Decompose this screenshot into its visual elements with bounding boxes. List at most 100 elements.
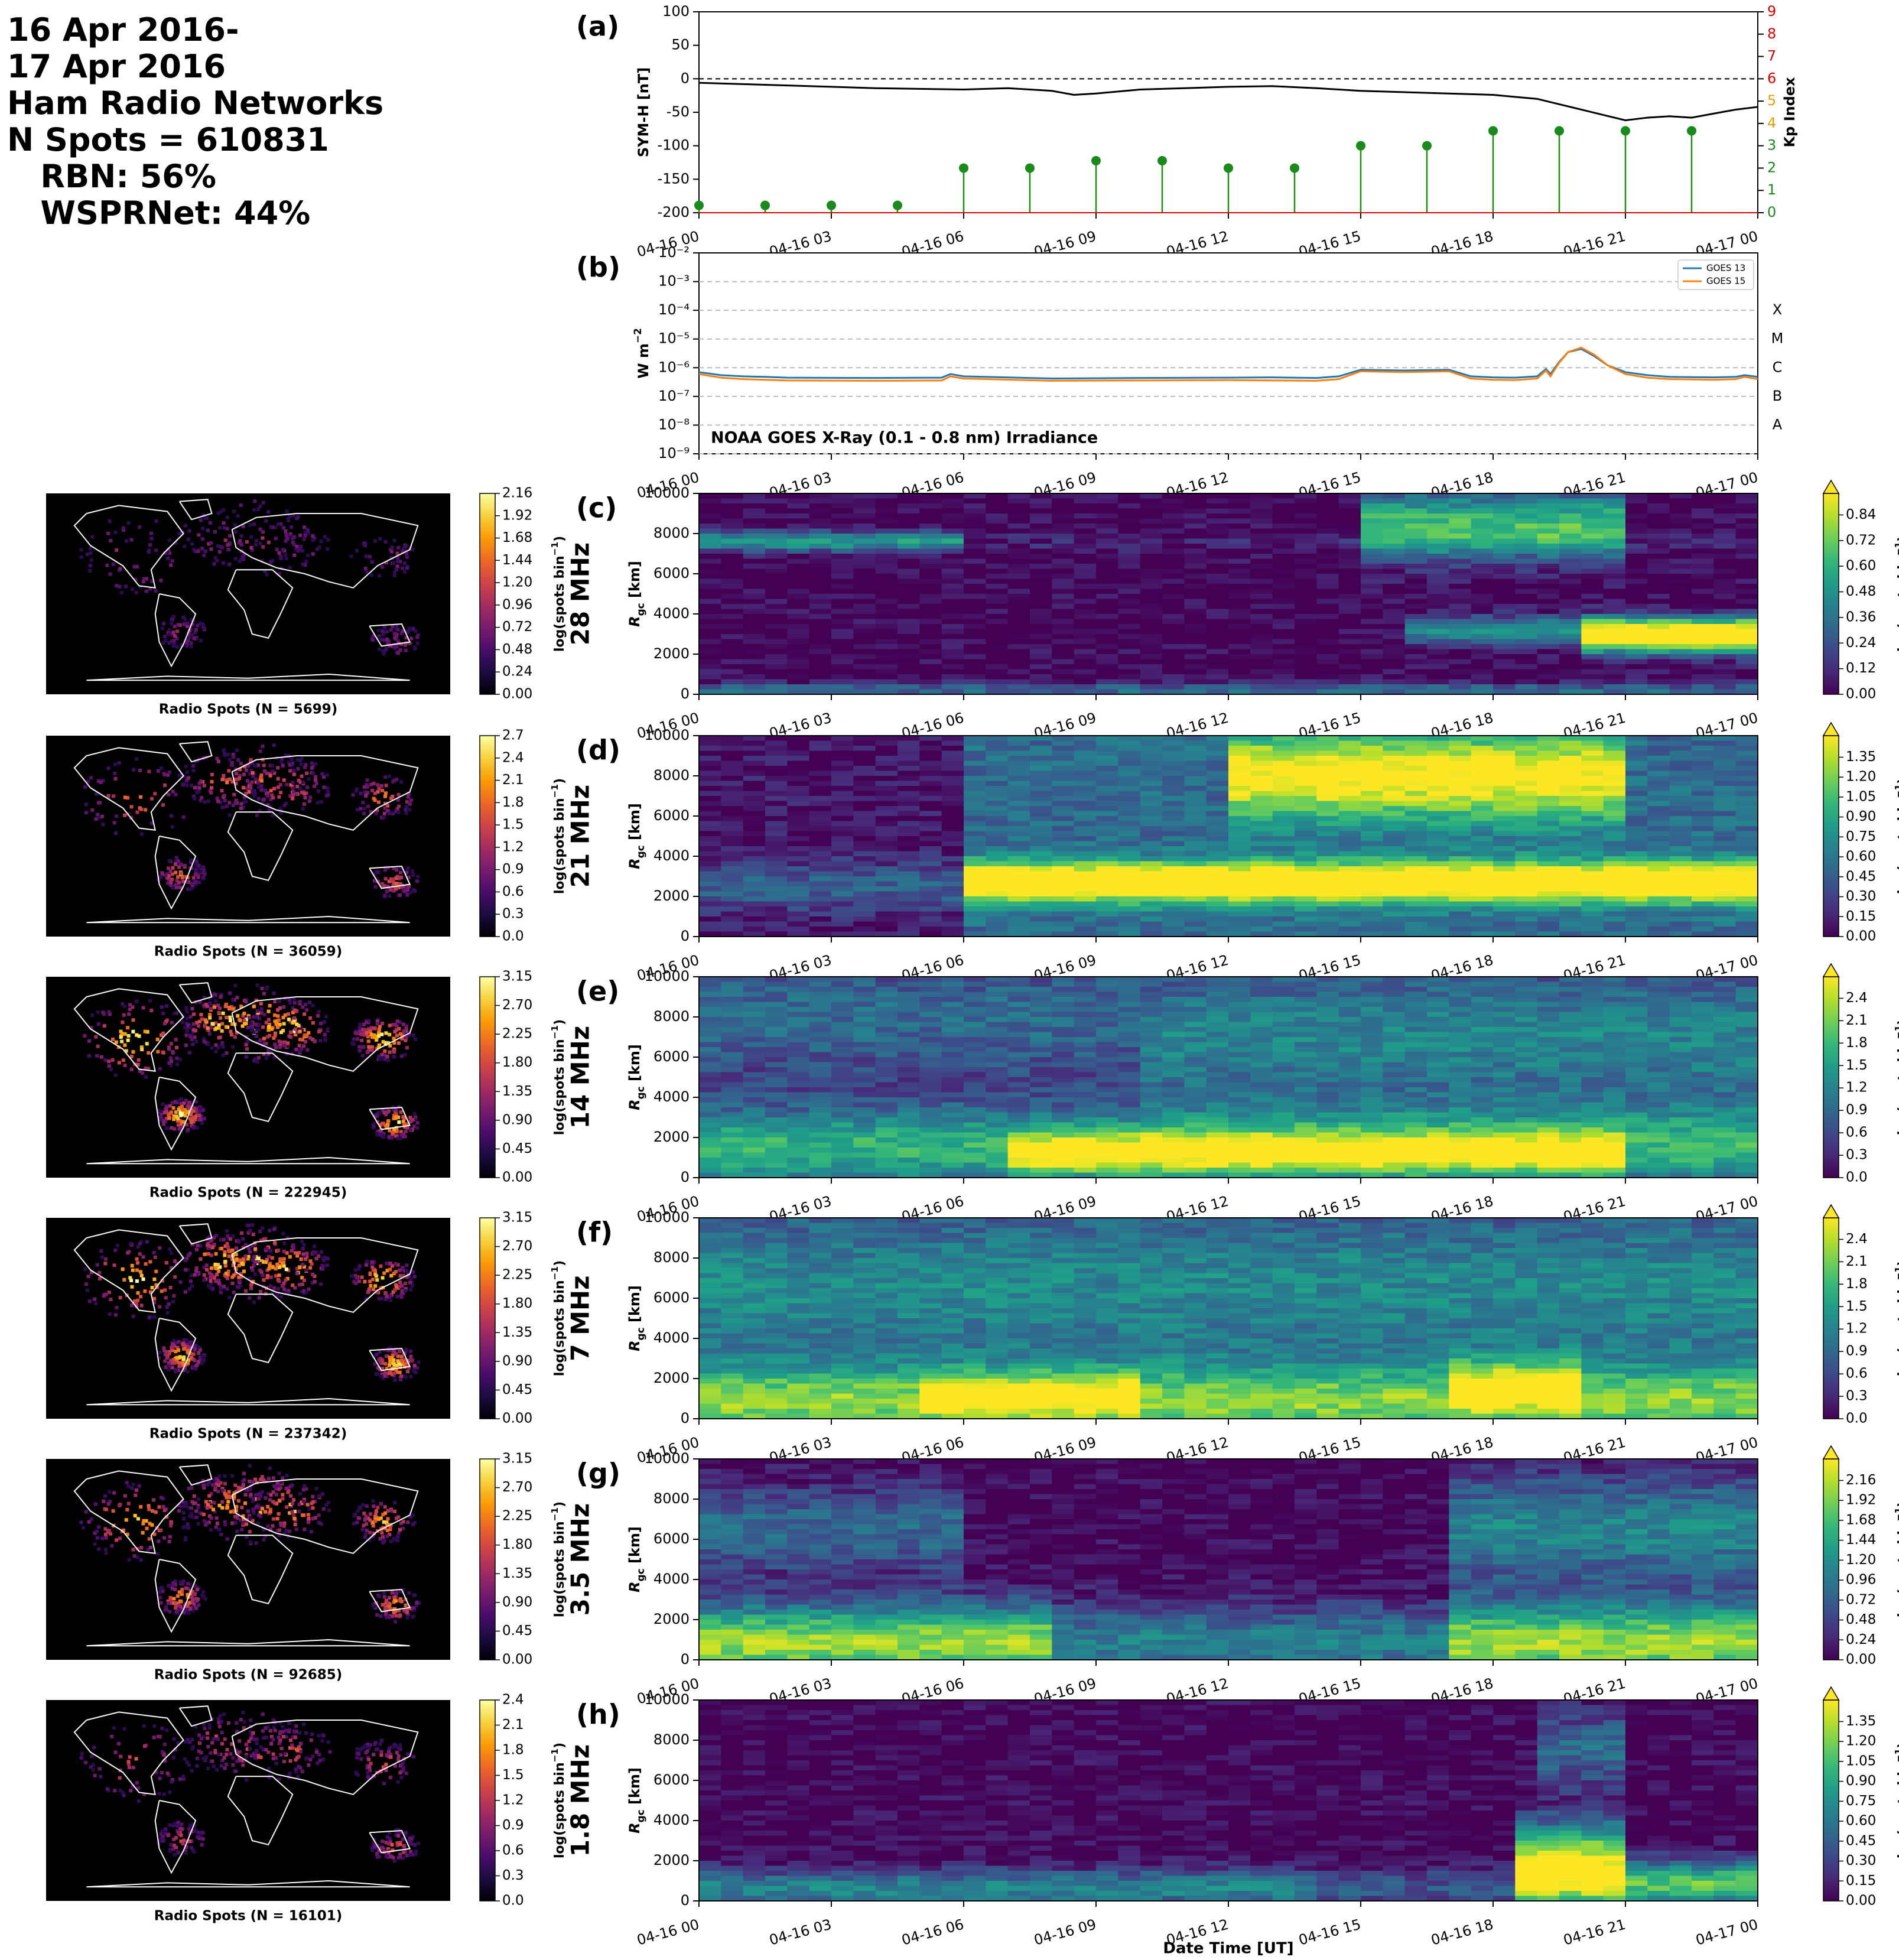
rti-cell (809, 756, 832, 762)
rti-cell (986, 548, 1009, 554)
rti-cell (1383, 826, 1406, 832)
rti-cell (1162, 896, 1185, 902)
rti-cell (1603, 503, 1626, 509)
rti-cell (1361, 584, 1383, 590)
rti-cell (1228, 881, 1251, 887)
rti-cell (1625, 498, 1648, 504)
rti-cell (941, 578, 964, 584)
rti-cell (1206, 916, 1229, 922)
rti-cell (986, 679, 1009, 685)
rti-cell (1559, 791, 1582, 797)
rti-cell (898, 796, 920, 802)
rti-cell (787, 916, 810, 922)
spot-cell (259, 784, 264, 788)
rti-cell (1206, 750, 1229, 756)
rti-cell (1559, 538, 1582, 544)
rti-cell (1162, 619, 1185, 625)
rti-cell (1603, 689, 1626, 695)
rti-cell (1669, 528, 1692, 534)
rti-cell (809, 594, 832, 600)
rti-cell (831, 654, 854, 660)
kp-marker (1555, 126, 1564, 136)
rti-cell (699, 614, 721, 620)
rti-cell (1228, 609, 1251, 615)
rti-cell (1316, 736, 1339, 742)
rti-cell (1007, 649, 1030, 655)
spot-cell (200, 796, 204, 800)
spot-cell (227, 777, 232, 781)
rti-cell (898, 594, 920, 600)
spot-cell (276, 766, 280, 770)
rti-cell (1647, 594, 1670, 600)
rti-cell (941, 896, 964, 902)
rti-cell (1404, 594, 1427, 600)
rti-cell (1074, 619, 1097, 625)
rti-cell (1669, 736, 1692, 742)
rti-cell (986, 594, 1009, 600)
rti-cell (1184, 498, 1207, 504)
rti-cell (941, 760, 964, 766)
rti-cell (1713, 493, 1737, 499)
rti-cell (1272, 544, 1295, 550)
rti-cell (1404, 906, 1427, 912)
rti-cell (1669, 574, 1692, 580)
rti-cell (765, 796, 788, 802)
rti-cell (1669, 654, 1692, 660)
rti-cell (721, 746, 744, 752)
rti-cell (1647, 524, 1670, 529)
rti-cell (853, 674, 876, 680)
spot-cell (383, 877, 388, 881)
spot-cell (94, 817, 98, 821)
rti-cell (1515, 584, 1538, 590)
rti-cell (1250, 766, 1273, 772)
rti-cell (1338, 513, 1361, 519)
rti-cell (699, 524, 721, 529)
rti-cell (1316, 856, 1339, 862)
rti-cell (1735, 498, 1758, 504)
rti-cell (919, 498, 942, 504)
rti-cell (1692, 604, 1714, 610)
date-start: 16 Apr 2016- (7, 11, 239, 48)
rti-cell (1162, 740, 1185, 746)
spot-cell (307, 777, 311, 781)
rti-cell (1735, 513, 1758, 519)
rti-cell (721, 614, 744, 620)
rti-cell (721, 518, 744, 524)
rti-cell (1272, 584, 1295, 590)
rti-cell (875, 871, 898, 877)
rti-cell (1184, 599, 1207, 604)
spot-cell (249, 768, 253, 772)
rti-cell (1625, 534, 1648, 539)
rti-cell (1361, 578, 1383, 584)
spot-cell (381, 629, 385, 633)
rti-cell (1074, 876, 1097, 882)
rti-cell (1140, 538, 1163, 544)
rti-cell (919, 594, 942, 600)
spot-cell (239, 802, 243, 806)
rti-cell (941, 921, 964, 927)
rti-cell (1383, 669, 1406, 675)
rti-cell (1272, 861, 1295, 867)
spot-cell (258, 541, 262, 545)
spot-cell (355, 787, 359, 791)
rti-cell (1007, 534, 1030, 539)
spot-cell (186, 770, 190, 774)
rti-cell (1581, 644, 1604, 650)
rti-cell (1140, 664, 1163, 670)
rti-cell (1272, 654, 1295, 660)
rti-cell (1735, 518, 1758, 524)
spot-cell (288, 794, 292, 798)
rti-cell (743, 493, 766, 499)
rti-cell (1338, 896, 1361, 902)
spot-cell (113, 531, 118, 535)
spot-cell (261, 530, 265, 534)
rti-cell (1581, 846, 1604, 852)
rti-cell (1493, 856, 1516, 862)
rti-cell (1361, 604, 1383, 610)
rti-cell (1735, 664, 1758, 670)
rti-cell (964, 746, 986, 752)
rti-cell (1404, 639, 1427, 645)
rti-cell (1007, 568, 1030, 574)
spot-cell (279, 811, 283, 815)
rti-cell (1140, 836, 1163, 842)
